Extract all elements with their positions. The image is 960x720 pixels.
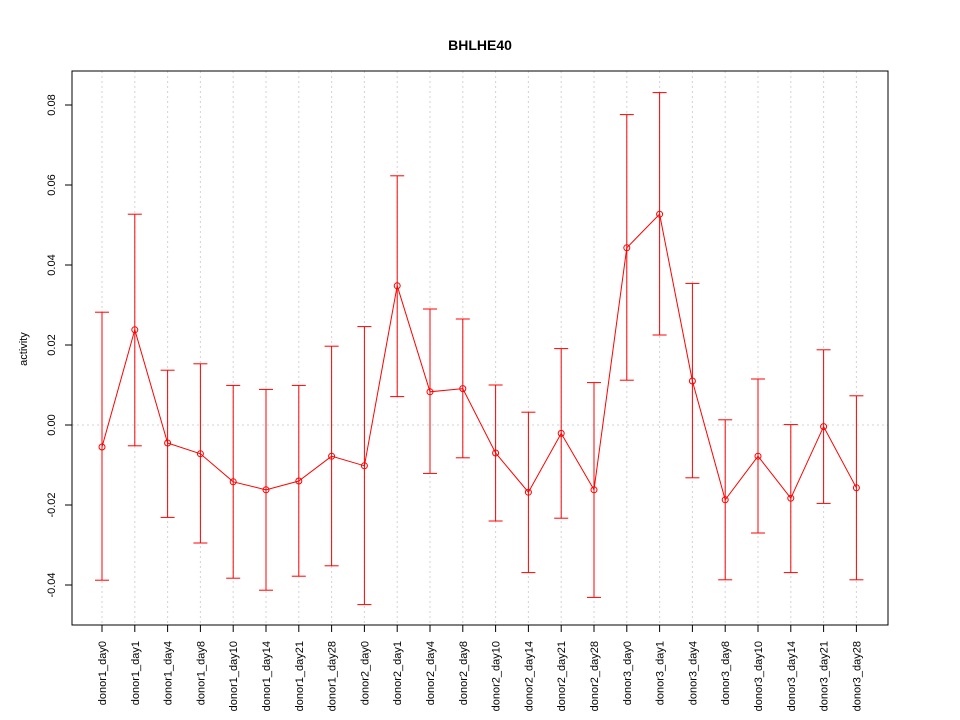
data-point: [360, 462, 368, 470]
data-point: [131, 326, 139, 334]
data-point: [754, 452, 762, 460]
data-point: [524, 488, 532, 496]
data-points: [98, 210, 860, 504]
x-tick-label: donor3_day21: [819, 641, 831, 711]
x-tick-label: donor1_day0: [97, 641, 109, 705]
x-tick-label: donor3_day10: [753, 641, 765, 711]
data-point: [656, 210, 664, 218]
y-tick-label: 0.04: [46, 254, 58, 275]
x-tick-label: donor3_day4: [687, 641, 699, 705]
x-tick-label: donor1_day10: [228, 641, 240, 711]
y-tick-label: 0.02: [46, 334, 58, 355]
x-tick-label: donor2_day10: [491, 641, 503, 711]
y-axis: -0.04 -0.02 0.00 0.02 0.04 0.06 0.08: [46, 94, 72, 598]
data-point: [688, 377, 696, 385]
data-point: [426, 388, 434, 396]
data-point: [98, 443, 106, 451]
x-tick-label: donor2_day28: [589, 641, 601, 711]
data-point: [852, 484, 860, 492]
series-line: [101, 213, 857, 501]
data-point: [557, 429, 565, 437]
data-point: [492, 449, 500, 457]
x-tick-label: donor1_day14: [261, 641, 273, 711]
x-axis: donor1_day0 donor1_day1 donor1_day4 donor1_…: [97, 625, 863, 711]
x-tick-label: donor2_day14: [523, 641, 535, 711]
y-tick-label: 0.06: [46, 174, 58, 195]
x-tick-label: donor1_day4: [163, 641, 175, 705]
x-tick-label: donor3_day8: [720, 641, 732, 705]
data-point: [721, 496, 729, 504]
series-line-group: [101, 213, 857, 501]
y-tick-label: -0.04: [46, 572, 58, 597]
data-point: [262, 486, 270, 494]
x-tick-label: donor2_day4: [425, 641, 437, 705]
x-tick-label: donor2_day1: [392, 641, 404, 705]
x-tick-label: donor1_day28: [327, 641, 339, 711]
x-tick-label: donor1_day1: [130, 641, 142, 705]
x-tick-label: donor2_day0: [359, 641, 371, 705]
grid: [72, 71, 888, 625]
data-point: [820, 423, 828, 431]
y-axis-label: activity: [18, 332, 30, 366]
y-tick-label: -0.02: [46, 492, 58, 517]
x-tick-label: donor3_day0: [622, 641, 634, 705]
y-tick-label: 0.08: [46, 94, 58, 115]
data-point: [623, 244, 631, 252]
x-tick-label: donor3_day1: [655, 641, 667, 705]
x-tick-label: donor1_day21: [294, 641, 306, 711]
x-tick-label: donor3_day14: [786, 641, 798, 711]
data-point: [328, 452, 336, 460]
data-point: [229, 478, 237, 486]
error-bars: [95, 92, 864, 606]
x-tick-label: donor3_day28: [851, 641, 863, 711]
data-point: [295, 477, 303, 485]
data-point: [196, 450, 204, 458]
plot-frame: [71, 70, 889, 626]
x-tick-label: donor1_day8: [195, 641, 207, 705]
data-point: [164, 439, 172, 447]
chart-title: BHLHE40: [448, 37, 512, 53]
y-tick-label: 0.00: [46, 414, 58, 435]
x-tick-label: donor2_day21: [556, 641, 568, 711]
x-tick-label: donor2_day8: [458, 641, 470, 705]
data-point: [590, 486, 598, 494]
data-point: [787, 494, 795, 502]
data-point: [459, 385, 467, 393]
data-point: [393, 282, 401, 290]
